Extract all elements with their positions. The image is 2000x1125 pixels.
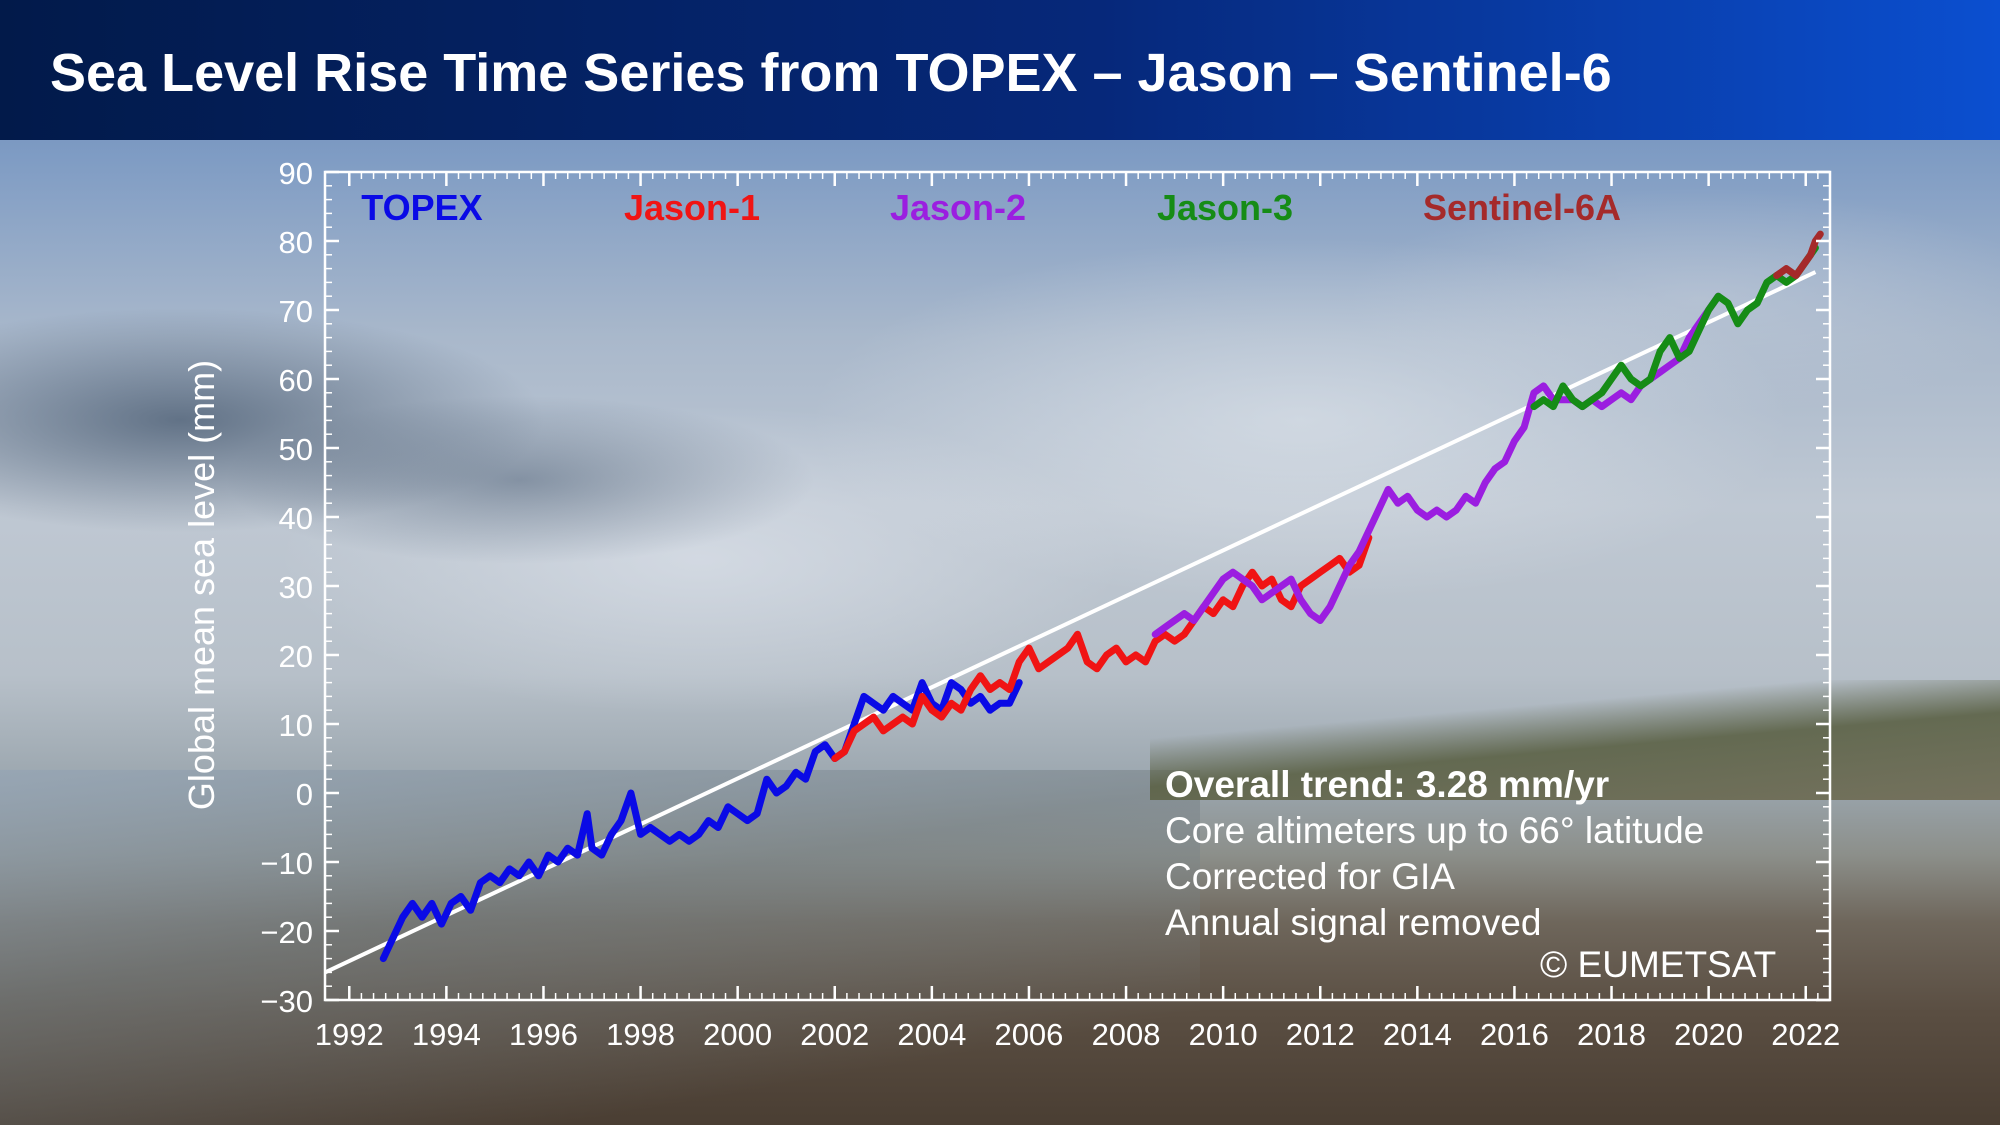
x-tick-label: 1996: [509, 1017, 578, 1052]
series-layer: [379, 230, 1824, 963]
x-tick-label: 2002: [800, 1017, 869, 1052]
x-tick-label: 2020: [1674, 1017, 1743, 1052]
series-line-jason-2: [1151, 292, 1722, 638]
y-tick-label: 0: [296, 777, 313, 812]
dunes-background: [1150, 680, 2000, 800]
x-tick-label: 1992: [315, 1017, 384, 1052]
x-tick-label: 2012: [1286, 1017, 1355, 1052]
y-tick-label: 80: [279, 225, 313, 260]
legend-jason-2: Jason-2: [890, 187, 1026, 228]
y-tick-label: 50: [279, 432, 313, 467]
legend-jason-3: Jason-3: [1157, 187, 1293, 228]
legend-sentinel-6a: Sentinel-6A: [1423, 187, 1621, 228]
legend-layer: TOPEX Jason-1 Jason-2 Jason-3 Sentinel-6A: [361, 187, 1621, 228]
series-line-sentinel-6a: [1773, 230, 1824, 279]
y-tick-label: 40: [279, 501, 313, 536]
y-tick-label: 60: [279, 363, 313, 398]
y-tick-label: −10: [260, 846, 313, 881]
legend-topex: TOPEX: [361, 187, 482, 228]
page-title: Sea Level Rise Time Series from TOPEX – …: [50, 43, 1612, 103]
x-tick-label: 2022: [1771, 1017, 1840, 1052]
y-tick-label: 70: [279, 294, 313, 329]
x-tick-label: 2004: [897, 1017, 966, 1052]
title-bar: Sea Level Rise Time Series from TOPEX – …: [0, 0, 2000, 140]
series-line-topex: [379, 679, 1023, 963]
credit-text: © EUMETSAT: [1540, 944, 1777, 985]
y-tick-label: 20: [279, 639, 313, 674]
x-tick-label: 2014: [1383, 1017, 1452, 1052]
y-tick-label: 10: [279, 708, 313, 743]
legend-jason-1: Jason-1: [624, 187, 760, 228]
x-tick-label: 2008: [1092, 1017, 1161, 1052]
trend-annotation: Overall trend: 3.28 mm/yr: [1165, 764, 1610, 805]
series-line-jason-3: [1530, 244, 1819, 411]
x-tick-label: 2016: [1480, 1017, 1549, 1052]
x-tick-label: 1994: [412, 1017, 481, 1052]
x-tick-label: 2006: [994, 1017, 1063, 1052]
note-annual-signal: Annual signal removed: [1165, 902, 1542, 943]
x-tick-label: 1998: [606, 1017, 675, 1052]
axes-layer: −30 −20 −10 0 10 20 30 40 50 60 70 80 90 1992 1994 1996…: [260, 156, 1840, 1052]
plot-frame: [323, 170, 1832, 1002]
y-tick-label: −20: [260, 915, 313, 950]
sea-background: [0, 770, 1200, 1125]
y-tick-label: 90: [279, 156, 313, 191]
x-tick-label: 2018: [1577, 1017, 1646, 1052]
y-tick-label: −30: [260, 984, 313, 1019]
x-tick-label: 2000: [703, 1017, 772, 1052]
trend-line: [324, 270, 1817, 975]
series-line-jason-1: [831, 534, 1373, 762]
note-core-altimeters: Core altimeters up to 66° latitude: [1165, 810, 1705, 851]
note-gia: Corrected for GIA: [1165, 856, 1455, 897]
trend-layer: [324, 270, 1817, 975]
x-tick-label: 2010: [1189, 1017, 1258, 1052]
y-tick-label: 30: [279, 570, 313, 605]
y-axis-label: Global mean sea level (mm): [181, 360, 222, 810]
